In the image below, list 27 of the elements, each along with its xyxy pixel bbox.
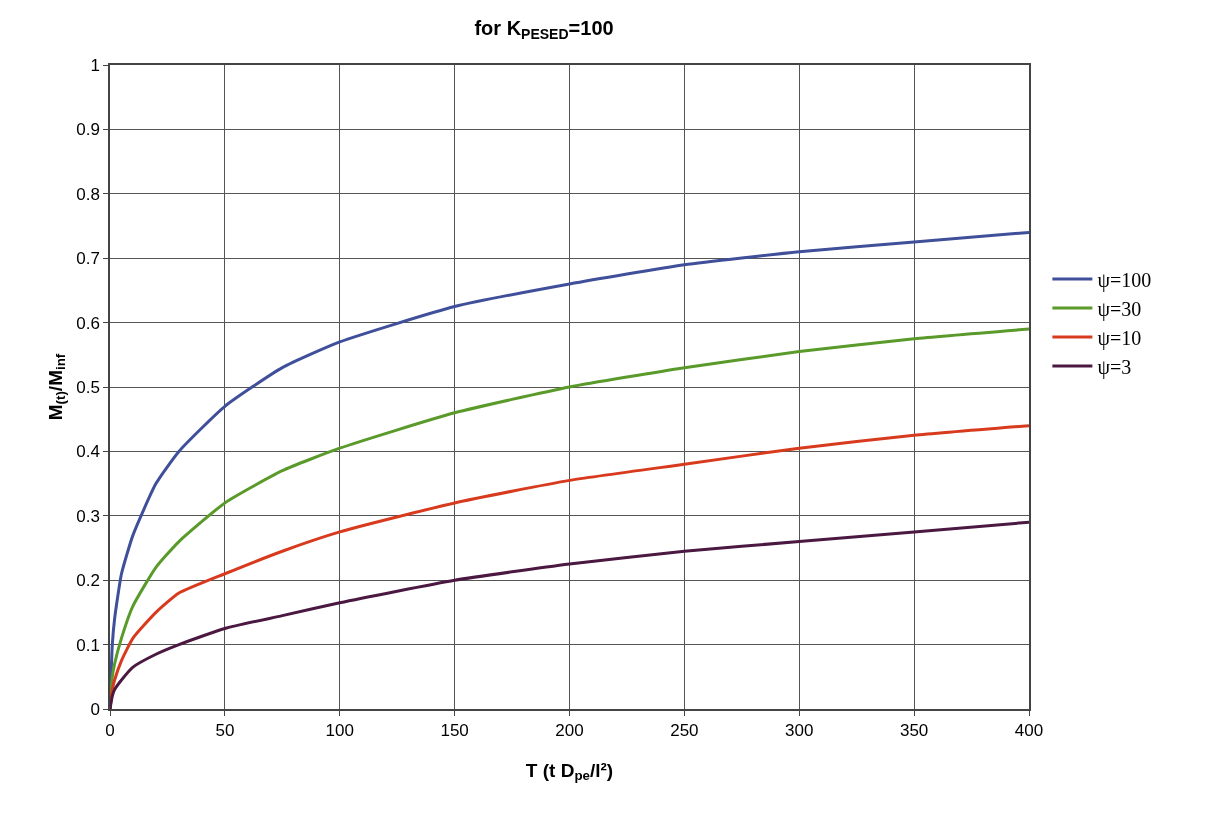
y-tick-label: 0	[90, 699, 100, 719]
legend-label: ψ=10	[1097, 326, 1142, 350]
y-tick-label: 0.6	[76, 313, 100, 333]
x-tick-label: 50	[215, 721, 235, 741]
legend-label: ψ=30	[1097, 297, 1142, 321]
y-tick-label: 0.5	[76, 377, 100, 397]
y-tick-label: 0.2	[76, 571, 100, 591]
y-tick-label: 0.3	[76, 506, 100, 526]
y-tick-label: 0.7	[76, 249, 100, 269]
x-tick-label: 250	[670, 721, 699, 741]
x-tick-label: 100	[325, 721, 354, 741]
x-tick-label: 0	[105, 721, 115, 741]
x-tick-label: 350	[899, 721, 929, 741]
x-tick-label: 150	[440, 721, 469, 741]
y-tick-label: 0.9	[76, 120, 100, 140]
legend-label: ψ=3	[1097, 355, 1132, 379]
x-tick-label: 400	[1014, 721, 1044, 741]
y-tick-label: 0.8	[76, 184, 100, 204]
chart-title: for K$_{PESED}$=100	[474, 16, 614, 42]
y-tick-label: 0.1	[76, 635, 100, 655]
legend-label: ψ=100	[1097, 268, 1152, 292]
x-axis-title: T (t D$_{pe}$/l²)	[525, 759, 614, 784]
y-tick-label: 0.4	[76, 442, 100, 462]
x-tick-label: 300	[785, 721, 814, 741]
line-series	[110, 520, 1029, 709]
x-tick-label: 200	[555, 721, 584, 741]
y-tick-label: 1	[90, 55, 100, 75]
